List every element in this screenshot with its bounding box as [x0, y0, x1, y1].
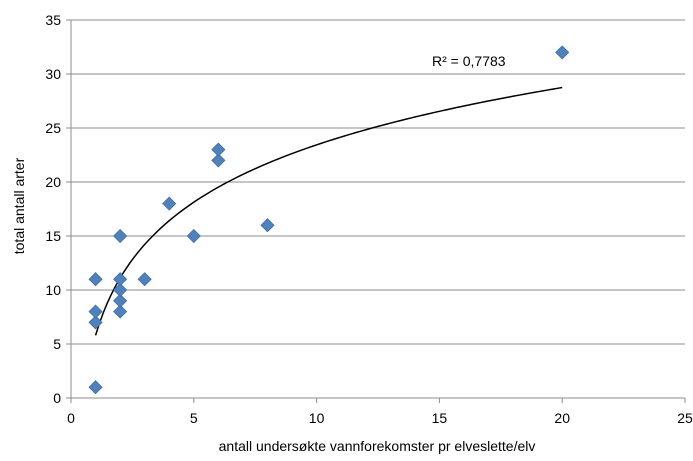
x-tick-label: 15: [432, 410, 448, 426]
data-point-12: [211, 153, 226, 168]
y-tick-label: 15: [45, 228, 61, 244]
trendline: [94, 86, 563, 336]
data-point-0: [88, 380, 103, 395]
data-point-15: [555, 45, 570, 60]
y-tick-labels: 0 5 10 15 20 25 30 35: [45, 12, 61, 406]
y-tick-label: 5: [53, 336, 61, 352]
x-tick-label: 10: [309, 410, 325, 426]
data-point-2: [88, 304, 103, 319]
y-axis-title: total antall arter: [11, 157, 27, 254]
r-squared-annotation: R² = 0,7783: [432, 53, 506, 69]
x-tick-labels: 0 5 10 15 20 25: [67, 410, 693, 426]
data-point-10: [162, 196, 177, 211]
axes: [66, 19, 686, 403]
data-point-11: [186, 228, 201, 244]
data-point-14: [260, 218, 275, 233]
x-tick-label: 20: [554, 410, 570, 426]
trendline-group: [94, 86, 563, 336]
y-tick-label: 25: [45, 120, 61, 136]
y-tick-label: 30: [45, 66, 61, 82]
data-point-6: [113, 282, 128, 298]
y-tick-label: 10: [45, 282, 61, 298]
data-point-1: [88, 315, 103, 330]
data-point-3: [88, 272, 103, 287]
data-points: [88, 45, 570, 395]
data-point-9: [137, 272, 152, 287]
x-axis-title: antall undersøkte vannforekomster pr elv…: [219, 438, 536, 454]
y-tick-label: 0: [53, 390, 61, 406]
data-point-4: [113, 304, 128, 319]
data-point-7: [113, 272, 128, 287]
data-point-8: [113, 228, 128, 244]
y-tick-label: 20: [45, 174, 61, 190]
x-tick-label: 25: [677, 410, 693, 426]
y-tick-label: 35: [45, 12, 61, 28]
x-tick-label: 5: [190, 410, 198, 426]
gridlines: [71, 19, 685, 345]
data-point-13: [211, 142, 226, 157]
x-tick-label: 0: [67, 410, 75, 426]
data-point-5: [113, 293, 128, 308]
